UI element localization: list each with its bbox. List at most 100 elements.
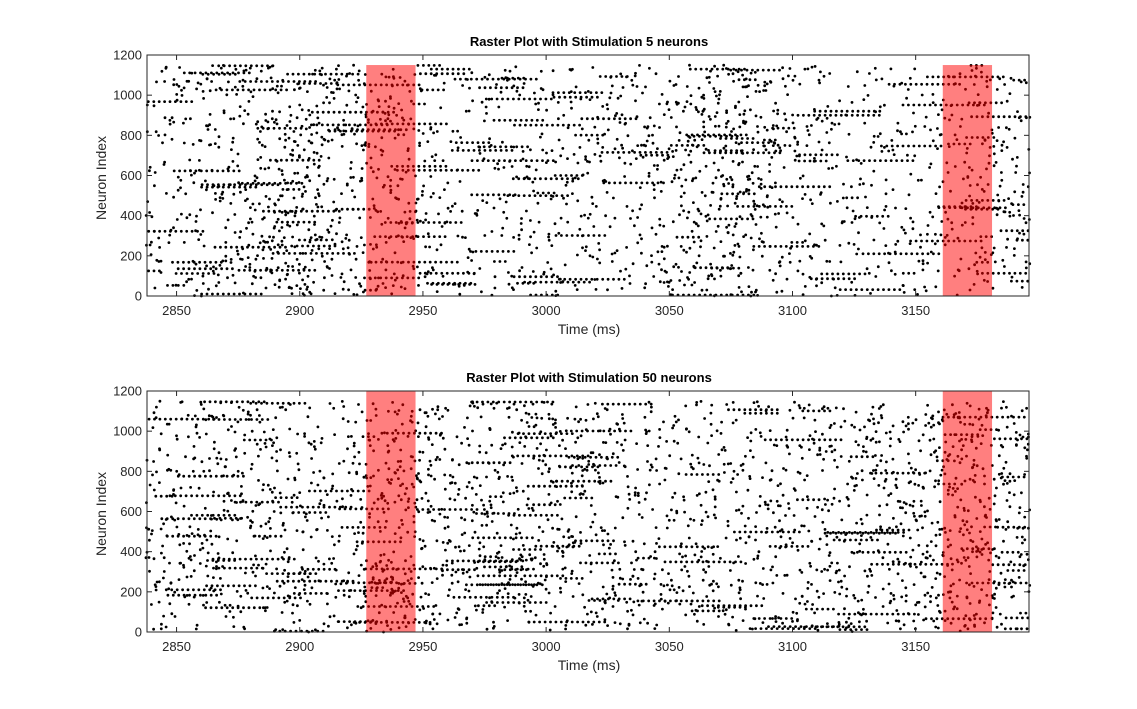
spike-dot bbox=[819, 159, 823, 163]
spike-dot bbox=[340, 526, 344, 529]
spike-dot bbox=[635, 115, 639, 119]
spike-dot bbox=[727, 604, 731, 608]
spike-dot bbox=[246, 112, 250, 116]
spike-dot bbox=[565, 234, 569, 237]
spike-dot bbox=[605, 103, 609, 106]
spike-dot bbox=[912, 144, 916, 148]
spike-dot bbox=[340, 145, 344, 148]
spike-dot bbox=[751, 217, 755, 221]
spike-dot bbox=[880, 531, 884, 534]
spike-dot bbox=[221, 584, 225, 588]
spike-dot bbox=[416, 508, 419, 511]
spike-dot bbox=[870, 216, 874, 219]
spike-dot bbox=[674, 83, 678, 86]
spike-dot bbox=[448, 508, 452, 511]
spike-dot bbox=[171, 593, 175, 597]
spike-dot bbox=[934, 103, 937, 107]
spike-dot bbox=[539, 280, 543, 284]
spike-dot bbox=[256, 126, 260, 130]
spike-dot bbox=[209, 260, 212, 264]
spike-dot bbox=[861, 113, 865, 117]
spike-dot bbox=[180, 417, 184, 421]
spike-dot bbox=[1024, 221, 1028, 225]
spike-dot bbox=[270, 239, 274, 243]
spike-dot bbox=[343, 110, 347, 114]
spike-dot bbox=[192, 588, 195, 592]
spike-dot bbox=[480, 290, 483, 294]
spike-dot bbox=[743, 411, 747, 415]
spike-dot bbox=[476, 574, 480, 578]
spike-dot bbox=[299, 596, 302, 600]
spike-dot bbox=[1003, 581, 1006, 585]
spike-dot bbox=[1024, 611, 1028, 615]
spike-dot bbox=[727, 408, 730, 412]
spike-dot bbox=[271, 557, 274, 561]
spike-dot bbox=[763, 617, 766, 620]
spike-dot bbox=[911, 159, 915, 163]
spike-dot bbox=[731, 233, 735, 237]
spike-dot bbox=[497, 167, 500, 171]
spike-dot bbox=[233, 559, 237, 562]
spike-dot bbox=[224, 254, 228, 258]
spike-dot bbox=[737, 162, 741, 165]
spike-dot bbox=[510, 567, 514, 571]
spike-dot bbox=[223, 72, 226, 76]
spike-dot bbox=[825, 153, 828, 157]
spike-dot bbox=[940, 220, 944, 223]
spike-dot bbox=[505, 216, 509, 220]
spike-dot bbox=[259, 166, 263, 170]
spike-dot bbox=[322, 503, 326, 507]
spike-dot bbox=[885, 612, 889, 616]
spike-dot bbox=[342, 589, 346, 592]
spike-dot bbox=[292, 130, 296, 133]
spike-dot bbox=[492, 206, 496, 210]
spike-dot bbox=[830, 153, 834, 157]
spike-dot bbox=[258, 414, 261, 417]
spike-dot bbox=[521, 454, 525, 458]
spike-dot bbox=[590, 133, 594, 137]
spike-dot bbox=[853, 531, 857, 534]
spike-dot bbox=[481, 461, 485, 465]
spike-dot bbox=[623, 175, 626, 178]
spike-dot bbox=[284, 505, 288, 509]
spike-dot bbox=[717, 207, 721, 211]
spike-dot bbox=[888, 531, 892, 535]
spike-dot bbox=[215, 567, 218, 571]
spike-dot bbox=[236, 474, 240, 478]
spike-dot bbox=[152, 557, 156, 561]
spike-dot bbox=[244, 183, 247, 187]
spike-dot bbox=[190, 100, 194, 103]
spike-dot bbox=[767, 141, 770, 145]
spike-dot bbox=[165, 192, 168, 195]
spike-dot bbox=[679, 168, 683, 171]
spike-dot bbox=[502, 166, 506, 169]
spike-dot bbox=[201, 594, 205, 597]
spike-dot bbox=[776, 530, 780, 534]
spike-dot bbox=[825, 131, 829, 134]
spike-dot bbox=[179, 178, 183, 182]
spike-dot bbox=[599, 159, 603, 163]
spike-dot bbox=[285, 496, 288, 499]
spike-dot bbox=[587, 138, 591, 142]
spike-dot bbox=[219, 66, 223, 70]
spike-dot bbox=[303, 265, 307, 269]
spike-dot bbox=[640, 251, 643, 255]
spike-dot bbox=[217, 494, 221, 498]
spike-dot bbox=[199, 139, 203, 143]
spike-dot bbox=[244, 418, 248, 421]
spike-dot bbox=[195, 513, 199, 517]
spike-dot bbox=[353, 455, 356, 459]
spike-dot bbox=[885, 144, 889, 148]
spike-dot bbox=[297, 579, 301, 583]
spike-dot bbox=[198, 517, 202, 521]
spike-dot bbox=[562, 113, 566, 117]
spike-dot bbox=[706, 277, 710, 281]
spike-dot bbox=[168, 233, 172, 237]
spike-dot bbox=[461, 168, 464, 172]
spike-dot bbox=[195, 623, 199, 627]
spike-dot bbox=[266, 64, 269, 68]
spike-dot bbox=[536, 191, 540, 195]
spike-dot bbox=[747, 205, 750, 208]
spike-dot bbox=[909, 216, 912, 220]
